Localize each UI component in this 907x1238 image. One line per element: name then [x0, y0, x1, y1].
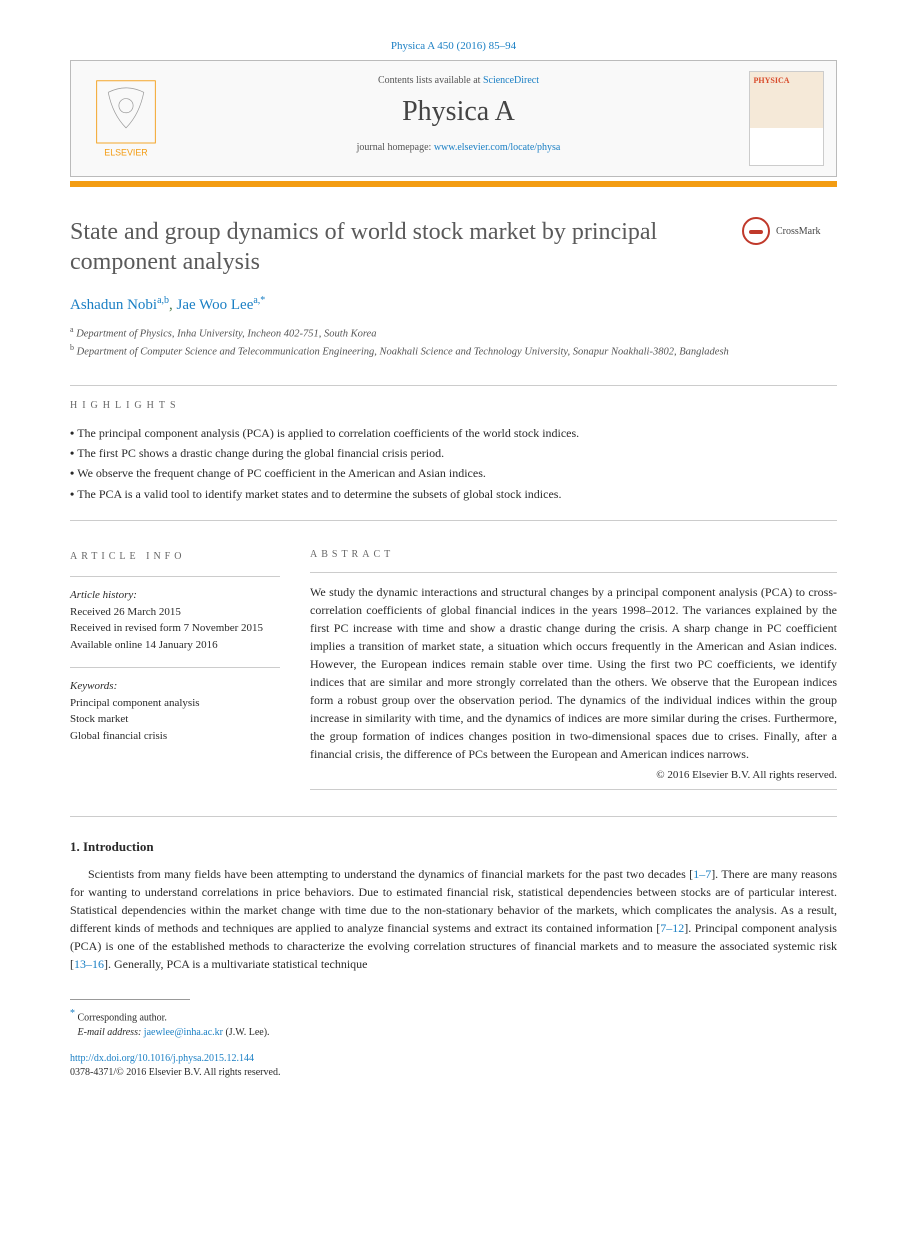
copyright-line: © 2016 Elsevier B.V. All rights reserved… [310, 769, 837, 781]
divider [310, 789, 837, 790]
citation-link[interactable]: 7–12 [660, 921, 684, 935]
affiliation-block: a Department of Physics, Inha University… [70, 324, 837, 361]
highlight-item: The first PC shows a drastic change duri… [70, 443, 837, 463]
corresponding-author-note: * Corresponding author. E-mail address: … [70, 1006, 837, 1040]
abstract-heading: ABSTRACT [310, 549, 837, 560]
intro-paragraph: Scientists from many fields have been at… [70, 865, 837, 973]
journal-cover-thumb [749, 71, 824, 166]
highlight-item: We observe the frequent change of PC coe… [70, 463, 837, 483]
citation-line: Physica A 450 (2016) 85–94 [70, 40, 837, 52]
author-affil-marker: a,b [157, 295, 169, 306]
journal-name: Physica A [191, 96, 726, 128]
journal-homepage: journal homepage: www.elsevier.com/locat… [191, 142, 726, 153]
divider [70, 520, 837, 521]
issn-line: 0378-4371/© 2016 Elsevier B.V. All right… [70, 1067, 280, 1078]
homepage-link[interactable]: www.elsevier.com/locate/physa [434, 142, 561, 153]
highlights-heading: HIGHLIGHTS [70, 400, 837, 411]
history-label: Article history: [70, 587, 280, 604]
email-link[interactable]: jaewlee@inha.ac.kr [144, 1027, 223, 1038]
citation-link[interactable]: 1–7 [693, 867, 711, 881]
highlight-item: The principal component analysis (PCA) i… [70, 423, 837, 443]
divider [70, 816, 837, 817]
footnote-divider [70, 999, 190, 1000]
crossmark-badge[interactable]: CrossMark [742, 217, 837, 245]
author-list: Ashadun Nobia,b, Jae Woo Leea,* [70, 295, 837, 314]
author-link[interactable]: Ashadun Nobi [70, 297, 157, 313]
keyword-item: Principal component analysis [70, 695, 280, 712]
author-link[interactable]: Jae Woo Lee [177, 297, 254, 313]
doi-block: http://dx.doi.org/10.1016/j.physa.2015.1… [70, 1052, 837, 1080]
history-line: Received in revised form 7 November 2015 [70, 620, 280, 637]
doi-link[interactable]: http://dx.doi.org/10.1016/j.physa.2015.1… [70, 1053, 254, 1064]
crossmark-icon [742, 217, 770, 245]
highlight-item: The PCA is a valid tool to identify mark… [70, 484, 837, 504]
divider [70, 667, 280, 668]
author-affil-marker: a,* [253, 295, 265, 306]
divider [310, 572, 837, 573]
history-line: Received 26 March 2015 [70, 604, 280, 621]
highlights-list: The principal component analysis (PCA) i… [70, 423, 837, 505]
publisher-logo-cell: ELSEVIER [71, 61, 181, 176]
keywords-label: Keywords: [70, 678, 280, 695]
divider [70, 385, 837, 386]
keyword-item: Stock market [70, 711, 280, 728]
header-divider [70, 181, 837, 187]
elsevier-logo: ELSEVIER [91, 79, 161, 159]
svg-text:ELSEVIER: ELSEVIER [104, 147, 147, 157]
article-title: State and group dynamics of world stock … [70, 217, 722, 277]
journal-header: ELSEVIER Contents lists available at Sci… [70, 60, 837, 177]
sciencedirect-link[interactable]: ScienceDirect [483, 75, 539, 86]
citation-link[interactable]: 13–16 [74, 957, 104, 971]
divider [70, 576, 280, 577]
crossmark-label: CrossMark [776, 226, 820, 237]
keyword-item: Global financial crisis [70, 728, 280, 745]
history-line: Available online 14 January 2016 [70, 637, 280, 654]
article-info-heading: ARTICLE INFO [70, 549, 280, 564]
section-heading-intro: 1. Introduction [70, 839, 837, 855]
abstract-text: We study the dynamic interactions and st… [310, 583, 837, 763]
contents-available: Contents lists available at ScienceDirec… [191, 75, 726, 86]
